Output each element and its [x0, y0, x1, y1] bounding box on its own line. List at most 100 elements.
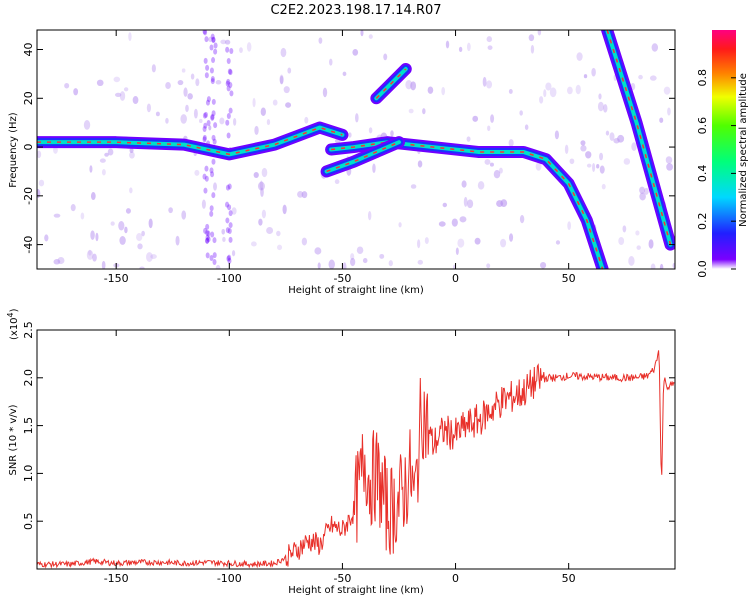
spectrogram-cell [212, 252, 217, 259]
spectrogram-cell [209, 44, 214, 51]
spectrogram-cell [205, 99, 210, 106]
spectrogram-cell [118, 220, 125, 231]
spectrogram-cell [463, 196, 468, 207]
spectrogram-cell [484, 159, 491, 165]
colorbar-label: Normalized spectral amplitude [738, 73, 749, 227]
spectrogram-cell [360, 30, 364, 37]
snr-y-label: SNR (10 * v/v) [8, 404, 19, 475]
spectrogram-cell [667, 107, 671, 116]
spectrogram-cell [427, 86, 434, 94]
spectrogram-cell [301, 191, 308, 199]
spectrogram-cell [261, 209, 267, 219]
spectrogram-cell [206, 236, 211, 243]
spectrogram-cell [282, 204, 287, 215]
spectrogram-cell [644, 187, 649, 195]
spectrogram-cell [472, 115, 479, 122]
x-tick-label: -100 [217, 572, 242, 585]
spectrogram-cell [639, 192, 646, 201]
spectrogram-cell [225, 119, 230, 126]
spectrogram-cell [204, 175, 209, 182]
spectrogram-cell [451, 218, 458, 227]
spectrogram-cell [225, 227, 230, 234]
spectrogram-cell [151, 64, 156, 73]
spectrogram-cell [648, 239, 654, 249]
spectrogram-cell [219, 117, 225, 125]
spectrogram-cell [53, 213, 61, 218]
spectrogram-cell [104, 152, 109, 157]
spectrogram-cell [272, 99, 278, 106]
spectrogram-cell [276, 230, 281, 237]
spectrogram-cell [651, 43, 659, 52]
spectral-trace-peak [37, 126, 343, 156]
spectrogram-cell [304, 116, 309, 124]
spectrogram-cell [211, 134, 216, 141]
spectrogram-cell [215, 264, 221, 269]
spectrogram-cell [95, 232, 99, 242]
spectral-trace-peak [326, 141, 400, 173]
spectrogram-cell [210, 75, 215, 82]
spectrogram-cell [329, 58, 333, 66]
spectrogram-cell [225, 80, 230, 87]
spectrogram-cell [368, 127, 373, 134]
spectrogram-cell [195, 78, 200, 87]
x-tick-label: 0 [452, 272, 459, 285]
spectrogram-cell [260, 107, 266, 116]
colorbar-tick-label: 0.4 [696, 165, 709, 183]
spectrogram-cell [212, 138, 217, 145]
spectrogram-cell [146, 103, 152, 113]
spectrogram-cell [601, 183, 606, 190]
spectrogram-y-ticks: -40 -20 0 20 40 [22, 43, 675, 254]
spectrogram-cell [208, 125, 212, 131]
snr-series-line [37, 350, 675, 569]
spectrogram-cell [493, 170, 501, 179]
x-tick-label: -150 [104, 572, 129, 585]
spectrogram-cell [206, 96, 211, 103]
y-tick-label: 20 [22, 91, 35, 105]
spectrogram-cell [209, 255, 214, 262]
snr-y-scale-factor: (x104) [6, 308, 20, 340]
spectrogram-cell [598, 93, 602, 100]
spectrogram-cell [113, 76, 121, 83]
spectrogram-cell [165, 81, 171, 89]
spectrogram-cell [205, 234, 210, 241]
spectrogram-cell [287, 67, 292, 74]
spectrogram-cell [205, 252, 210, 259]
spectrogram-cell [210, 113, 215, 120]
spectrogram-cell [623, 158, 631, 165]
spectrogram-x-ticks: -150 -100 -50 0 50 [104, 30, 576, 285]
spectrogram-cell [528, 34, 535, 42]
spectrogram-cell [119, 236, 126, 245]
spectrogram-cell [410, 184, 417, 189]
spectrogram-cell [266, 119, 271, 126]
spectral-trace-peak [606, 30, 672, 245]
spectrogram-cell [372, 163, 376, 173]
spectrogram-cell [567, 221, 571, 230]
y-tick-label: 2.0 [22, 369, 35, 387]
spectrogram-cell [213, 182, 217, 191]
spectrogram-cell [155, 111, 160, 117]
spectrogram-cell [342, 71, 347, 77]
x-tick-label: 50 [562, 272, 576, 285]
x-tick-label: 50 [562, 572, 576, 585]
spectrogram-cell [211, 192, 216, 199]
spectrogram-cell [585, 151, 592, 159]
spectrogram-cell [576, 52, 583, 61]
spectrogram-cell [183, 87, 188, 97]
spectrogram-cell [487, 45, 493, 50]
spectrogram-cell [519, 214, 525, 224]
spectrogram-cell [180, 114, 187, 124]
spectrogram-cell [252, 97, 256, 108]
spectrogram-cell [211, 36, 216, 43]
spectrogram-cell [110, 221, 115, 226]
spectrogram-cell [205, 64, 210, 71]
spectrogram-cell [165, 117, 169, 124]
snr-x-ticks: -150 -100 -50 0 50 [104, 330, 576, 585]
spectrogram-cell [367, 210, 372, 221]
spectrogram-cell [211, 57, 216, 64]
spectrogram-cell [107, 148, 114, 156]
spectrogram-cell [482, 76, 487, 87]
spectrogram-cell [283, 86, 290, 94]
spectrogram-cell [168, 207, 173, 214]
spectrogram-cell [210, 78, 215, 85]
spectrogram-cell [88, 249, 92, 256]
